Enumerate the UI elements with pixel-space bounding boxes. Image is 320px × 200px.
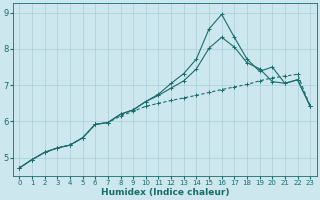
X-axis label: Humidex (Indice chaleur): Humidex (Indice chaleur)	[100, 188, 229, 197]
